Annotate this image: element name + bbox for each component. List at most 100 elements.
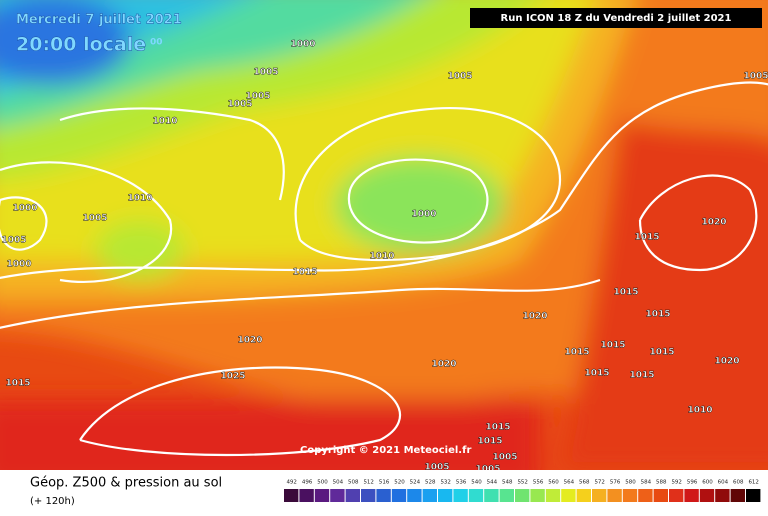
isobar-label: 1015 <box>584 369 609 379</box>
scale-label: 496 <box>302 480 313 486</box>
isobar-label: 1000 <box>6 260 31 270</box>
scale-swatch <box>607 489 622 502</box>
scale-swatch <box>730 489 745 502</box>
scale-label: 492 <box>286 480 297 486</box>
scale-label: 516 <box>379 480 390 486</box>
scale-label: 560 <box>548 480 559 486</box>
isobar-label: 1010 <box>369 252 394 262</box>
scale-label: 500 <box>317 480 328 486</box>
isobar-label: 1015 <box>564 348 589 358</box>
scale-swatch <box>669 489 684 502</box>
forecast-time: 20:00 locale <box>16 34 146 56</box>
isobar-label: 1015 <box>649 348 674 358</box>
isobar-label: 1005 <box>424 463 449 473</box>
scale-label: 524 <box>410 480 421 486</box>
scale-label: 592 <box>671 480 682 486</box>
scale-label: 568 <box>579 480 590 486</box>
scale-swatch <box>499 489 514 502</box>
scale-swatch <box>545 489 561 502</box>
scale-label: 584 <box>641 480 652 486</box>
footer-title: Géop. Z500 & pression au sol <box>30 476 222 491</box>
isobar-label: 1005 <box>253 68 278 78</box>
scale-swatch <box>422 489 437 502</box>
scale-swatch <box>561 489 576 502</box>
scale-label: 536 <box>456 480 467 486</box>
scale-swatch <box>284 489 299 502</box>
isobar-label: 1010 <box>127 194 152 204</box>
scale-swatch <box>653 489 668 502</box>
scale-swatch <box>438 489 453 502</box>
isobar-label: 1020 <box>237 336 262 346</box>
scale-label: 600 <box>702 480 713 486</box>
isobar-label: 1000 <box>12 204 37 214</box>
isobar-label: 1015 <box>5 379 30 389</box>
scale-label: 528 <box>425 480 436 486</box>
scale-label: 512 <box>363 480 374 486</box>
isobar-label: 1020 <box>522 312 547 322</box>
scale-swatch <box>453 489 468 502</box>
scale-swatch <box>407 489 422 502</box>
isobar-label: 1000 <box>290 40 315 50</box>
isobar-label: 1005 <box>227 100 252 110</box>
isobar-label: 1020 <box>714 357 739 367</box>
isobar-label: 1015 <box>645 310 670 320</box>
field <box>0 0 768 490</box>
scale-label: 596 <box>687 480 698 486</box>
scale-label: 608 <box>733 480 744 486</box>
scale-label: 564 <box>564 480 575 486</box>
scale-swatch <box>314 489 330 502</box>
scale-label: 548 <box>502 480 513 486</box>
scale-swatch <box>592 489 607 502</box>
scale-label: 540 <box>471 480 482 486</box>
scale-swatch <box>746 489 761 502</box>
scale-label: 508 <box>348 480 359 486</box>
isobar-label: 1010 <box>152 117 177 127</box>
scale-swatch <box>391 489 407 502</box>
isobar-label: 1015 <box>600 341 625 351</box>
scale-swatch <box>345 489 360 502</box>
scale-label: 520 <box>394 480 405 486</box>
isobar-labels: 1000 1005 1005 1005 1010 1005 1010 1000 … <box>1 39 768 474</box>
isobar-label: 1025 <box>220 372 245 382</box>
scale-swatch <box>684 489 699 502</box>
scale-swatch <box>376 489 391 502</box>
scale-label: 572 <box>594 480 605 486</box>
scale-swatch <box>699 489 715 502</box>
scale-swatch <box>330 489 345 502</box>
scale-label: 532 <box>440 480 451 486</box>
isobar-label: 1005 <box>447 72 472 82</box>
isobar-label: 1020 <box>431 360 456 370</box>
scale-swatch <box>576 489 591 502</box>
isobar-label: 1005 <box>743 72 768 82</box>
scale-swatch <box>530 489 545 502</box>
scale-swatch <box>468 489 484 502</box>
run-box <box>470 8 762 28</box>
isobar-label: 1000 <box>411 210 436 220</box>
scale-swatch <box>299 489 314 502</box>
copyright: Copyright © 2021 Meteociel.fr <box>300 445 471 456</box>
scale-swatch <box>515 489 530 502</box>
scale-label: 504 <box>333 480 344 486</box>
isobar-label: 1005 <box>492 453 517 463</box>
scale-label: 552 <box>517 480 528 486</box>
scale-label: 544 <box>487 480 498 486</box>
run-info: Run ICON 18 Z du Vendredi 2 juillet 2021 <box>501 13 732 24</box>
isobar-label: 1015 <box>477 437 502 447</box>
scale-label: 604 <box>718 480 729 486</box>
isobar-label: 1015 <box>613 288 638 298</box>
isobar-lines <box>0 81 768 457</box>
isobar-label: 1005 <box>82 214 107 224</box>
isobar-label: 1015 <box>634 233 659 243</box>
isobar-label: 1020 <box>701 218 726 228</box>
footer-subtitle: (+ 120h) <box>30 496 75 507</box>
isobar-label: 1010 <box>687 406 712 416</box>
scale-swatch <box>638 489 653 502</box>
scale-swatch <box>622 489 638 502</box>
isobar-label: 1015 <box>485 423 510 433</box>
forecast-time-suffix: 00 <box>150 38 163 48</box>
scale-label: 612 <box>748 480 759 486</box>
scale-swatch <box>484 489 499 502</box>
scale-label: 576 <box>610 480 621 486</box>
scale-swatch <box>715 489 730 502</box>
